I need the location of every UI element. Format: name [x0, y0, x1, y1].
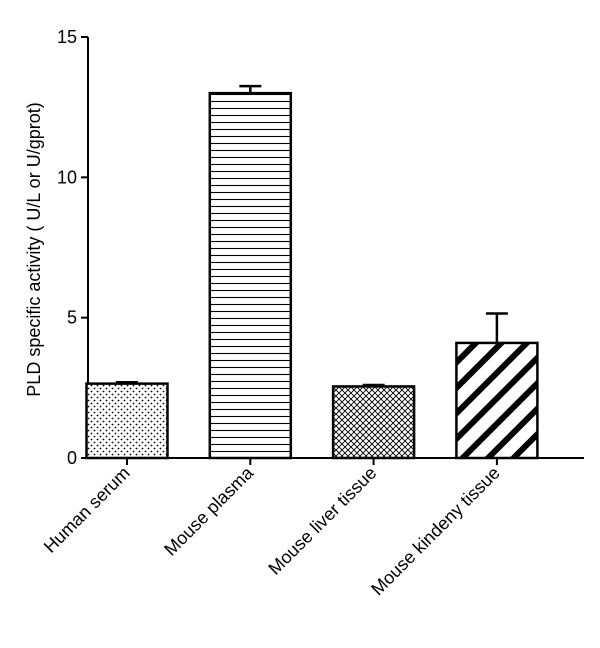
bars — [85, 84, 539, 460]
y-tick-label: 15 — [57, 27, 77, 47]
y-tick-label: 10 — [57, 167, 77, 187]
bar-mouse-liver-tissue — [331, 385, 416, 460]
y-axis-title: PLD specific activity ( U/L or U/gprot) — [24, 102, 44, 396]
bar-mouse-kindeny-tissue — [455, 341, 539, 460]
bar-mouse-plasma — [208, 91, 293, 460]
category-labels: Human serum Mouse plasma Mouse liver tissu… — [40, 462, 504, 599]
category-label: Mouse kindeny tissue — [367, 463, 504, 600]
category-label: Human serum — [40, 463, 134, 557]
bar-human-serum — [85, 382, 169, 460]
y-tick-label: 5 — [67, 308, 77, 328]
category-label: Mouse plasma — [160, 462, 258, 560]
category-label: Mouse liver tissue — [264, 463, 380, 579]
y-tick-label: 0 — [67, 448, 77, 468]
